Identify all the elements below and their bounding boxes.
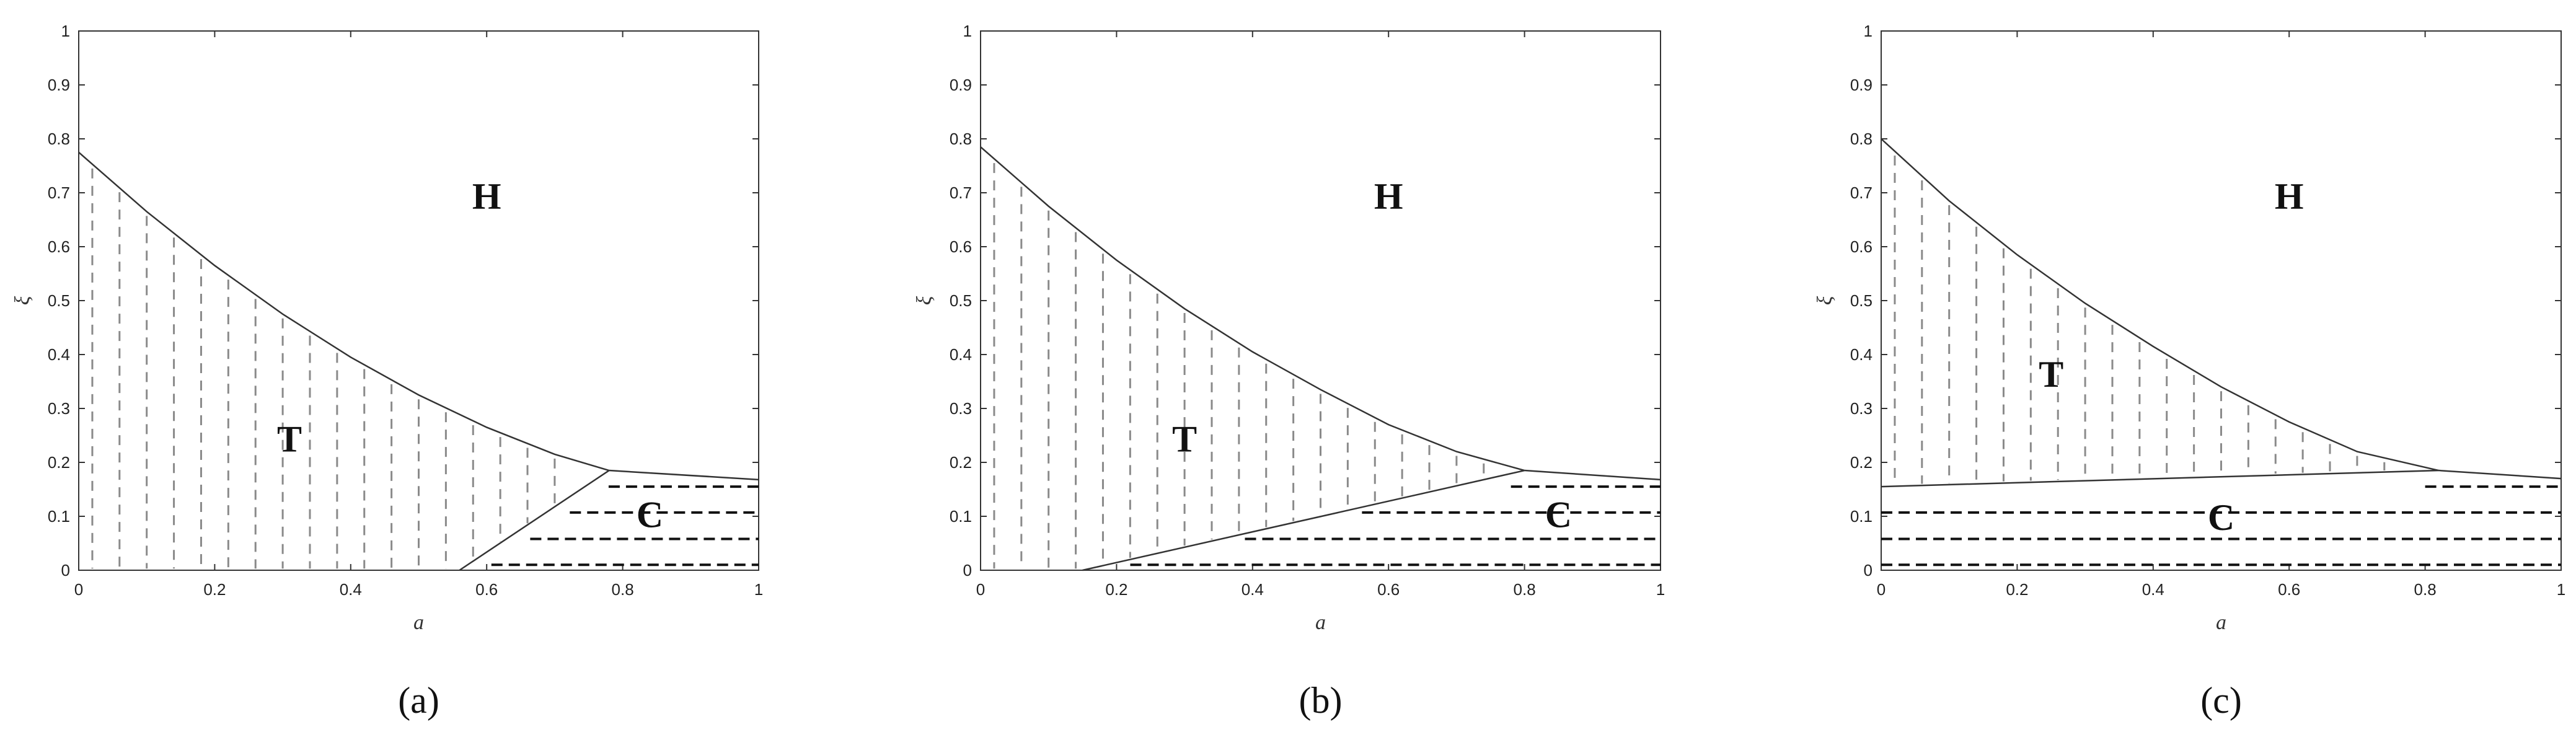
phase-boundary-1: [980, 146, 1525, 472]
region-label-H: H: [1374, 176, 1403, 217]
chart-panel-2: 0 0.1 0.2 0.3 0.4 0.5 0.6 0.7 0.8 0.9 1 0 0.2 0.4 0.6 0…: [913, 22, 1665, 721]
chart-panel-3: 0 0.1 0.2 0.3 0.4 0.5 0.6 0.7 0.8 0.9 1 0 0.2 0.4 0.6 0…: [1814, 22, 2565, 721]
y-tick-label: 0.2: [48, 453, 70, 472]
y-tick-label: 0.2: [950, 453, 972, 472]
y-tick-label: 0.7: [48, 183, 70, 202]
y-tick-label: 0.3: [950, 399, 972, 418]
y-tick-label: 0.1: [950, 507, 972, 526]
y-tick-label: 0.9: [48, 76, 70, 94]
panel-caption: (c): [2200, 680, 2242, 721]
y-tick-label: 0.6: [48, 237, 70, 256]
x-tick-label: 0.8: [612, 580, 634, 599]
x-axis-label: a: [1315, 611, 1326, 634]
chart-panel-1: 0 0.1 0.2 0.3 0.4 0.5 0.6 0.7 0.8 0.9 1 0 0.2 0.4 0.6 0…: [11, 22, 763, 721]
panel-caption: (a): [398, 680, 439, 721]
region-label-T: T: [2039, 354, 2063, 395]
y-tick-label: 1: [1864, 22, 1872, 40]
y-tick-label: 0.8: [1850, 130, 1872, 148]
phase-boundary-3: [1881, 469, 2439, 488]
y-tick-label: 0.9: [1850, 76, 1872, 94]
x-tick-label: 0: [74, 580, 83, 599]
x-tick-label: 0.4: [2142, 580, 2164, 599]
y-tick-label: 0.9: [950, 76, 972, 94]
region-label-T: T: [277, 419, 302, 460]
phase-boundary-2: [2438, 469, 2562, 480]
y-tick-label: 0: [1864, 561, 1872, 580]
phase-boundary-1: [1881, 138, 2439, 472]
plot-frame: [1881, 30, 2562, 571]
y-tick-label: 0.7: [1850, 183, 1872, 202]
x-tick-label: 0.8: [1514, 580, 1536, 599]
x-tick-label: 0.2: [2006, 580, 2028, 599]
y-tick-label: 0.4: [1850, 345, 1872, 364]
x-tick-label: 1: [754, 580, 763, 599]
y-tick-label: 0.8: [48, 130, 70, 148]
y-tick-label: 0.3: [48, 399, 70, 418]
x-tick-label: 0.6: [2278, 580, 2300, 599]
x-tick-label: 0.6: [475, 580, 498, 599]
y-tick-label: 1: [61, 22, 70, 40]
x-axis-label: a: [413, 611, 424, 634]
region-label-C: C: [1545, 494, 1572, 535]
x-tick-label: 0.8: [2414, 580, 2437, 599]
y-tick-label: 0: [61, 561, 70, 580]
region-label-T: T: [1172, 419, 1197, 460]
x-tick-label: 0: [1877, 580, 1886, 599]
y-tick-label: 0.3: [1850, 399, 1872, 418]
region-label-H: H: [2275, 176, 2304, 217]
y-axis-label: ξ: [1814, 296, 1837, 305]
panel-caption: (b): [1299, 680, 1343, 721]
x-tick-label: 0: [976, 580, 985, 599]
region-label-H: H: [472, 176, 501, 217]
y-tick-label: 0.5: [950, 291, 972, 310]
x-tick-label: 0.4: [340, 580, 362, 599]
y-tick-label: 1: [963, 22, 972, 40]
x-tick-label: 1: [2557, 580, 2565, 599]
x-axis-label: a: [2216, 611, 2226, 634]
x-tick-label: 1: [1656, 580, 1665, 599]
y-tick-label: 0.5: [48, 291, 70, 310]
x-tick-label: 0.6: [1377, 580, 1400, 599]
y-tick-label: 0.6: [950, 237, 972, 256]
x-tick-label: 0.2: [203, 580, 226, 599]
region-label-C: C: [637, 494, 663, 535]
y-axis-label: ξ: [11, 296, 34, 305]
phase-boundary-3: [1082, 469, 1525, 571]
y-tick-label: 0.1: [48, 507, 70, 526]
y-tick-label: 0.4: [48, 345, 70, 364]
y-tick-label: 0.8: [950, 130, 972, 148]
y-axis-label: ξ: [913, 296, 936, 305]
y-tick-label: 0: [963, 561, 972, 580]
y-tick-label: 0.4: [950, 345, 972, 364]
y-tick-label: 0.5: [1850, 291, 1872, 310]
region-label-C: C: [2208, 497, 2234, 538]
phase-boundary-2: [609, 469, 759, 481]
y-tick-label: 0.1: [1850, 507, 1872, 526]
x-tick-label: 0.4: [1242, 580, 1264, 599]
y-tick-label: 0.2: [1850, 453, 1872, 472]
y-tick-label: 0.6: [1850, 237, 1872, 256]
y-tick-label: 0.7: [950, 183, 972, 202]
phase-boundary-1: [78, 151, 610, 472]
x-tick-label: 0.2: [1105, 580, 1127, 599]
phase-boundary-2: [1524, 469, 1661, 481]
phase-boundary-3: [459, 470, 610, 571]
